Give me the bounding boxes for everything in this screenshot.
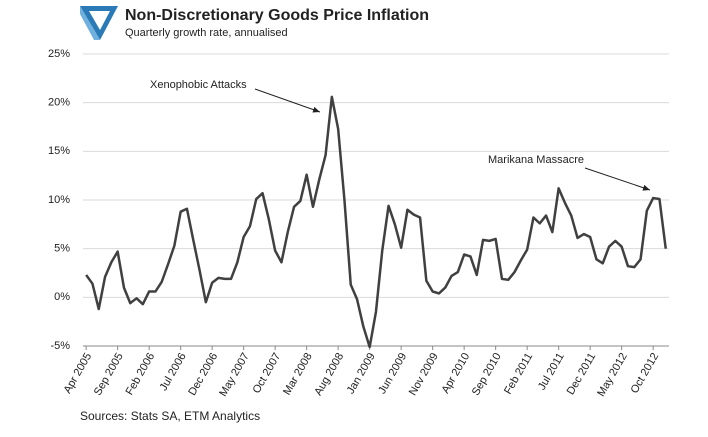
x-tick-label: Jul 2011 xyxy=(536,351,567,392)
x-tick-label: Oct 2007 xyxy=(251,351,284,396)
x-tick-label: May 2007 xyxy=(217,351,252,399)
x-tick-label: Nov 2009 xyxy=(407,351,441,398)
annotation-arrow xyxy=(584,167,651,191)
x-tick-label: Mar 2008 xyxy=(281,351,315,397)
y-tick-label: 10% xyxy=(48,194,70,206)
x-tick-label: Oct 2012 xyxy=(629,351,662,396)
x-tick-label: Feb 2006 xyxy=(124,351,158,397)
y-tick-label: 15% xyxy=(48,145,70,157)
annotation: Marikana Massacre xyxy=(488,154,584,166)
x-tick-label: Dec 2011 xyxy=(565,351,599,397)
y-tick-label: 5% xyxy=(54,243,70,255)
source-note: Sources: Stats SA, ETM Analytics xyxy=(80,409,260,423)
data-line xyxy=(85,95,667,349)
x-tick-label: Dec 2006 xyxy=(186,351,220,398)
annotation-arrow xyxy=(254,88,321,113)
x-tick-label: Apr 2010 xyxy=(440,351,473,396)
chart-title: Non-Discretionary Goods Price Inflation xyxy=(125,7,429,24)
y-tick-label: 25% xyxy=(48,48,70,60)
x-tick-label: Sep 2005 xyxy=(92,351,126,398)
annotation: Xenophobic Attacks xyxy=(150,79,247,91)
chart-subtitle: Quarterly growth rate, annualised xyxy=(125,27,288,39)
x-tick-label: Jul 2006 xyxy=(158,351,189,393)
x-tick-label: Jan 2009 xyxy=(345,351,378,396)
x-tick-label: Aug 2008 xyxy=(312,351,346,398)
x-tick-label: Sep 2010 xyxy=(470,351,504,398)
y-tick-label: -5% xyxy=(50,340,70,352)
x-tick-label: Apr 2005 xyxy=(62,351,95,396)
x-tick-label: Jun 2009 xyxy=(376,351,409,396)
x-tick-label: Feb 2011 xyxy=(502,351,535,397)
y-tick-label: 20% xyxy=(48,97,70,109)
x-tick-label: May 2012 xyxy=(595,351,630,399)
logo xyxy=(80,6,118,40)
y-tick-label: 0% xyxy=(54,291,70,303)
